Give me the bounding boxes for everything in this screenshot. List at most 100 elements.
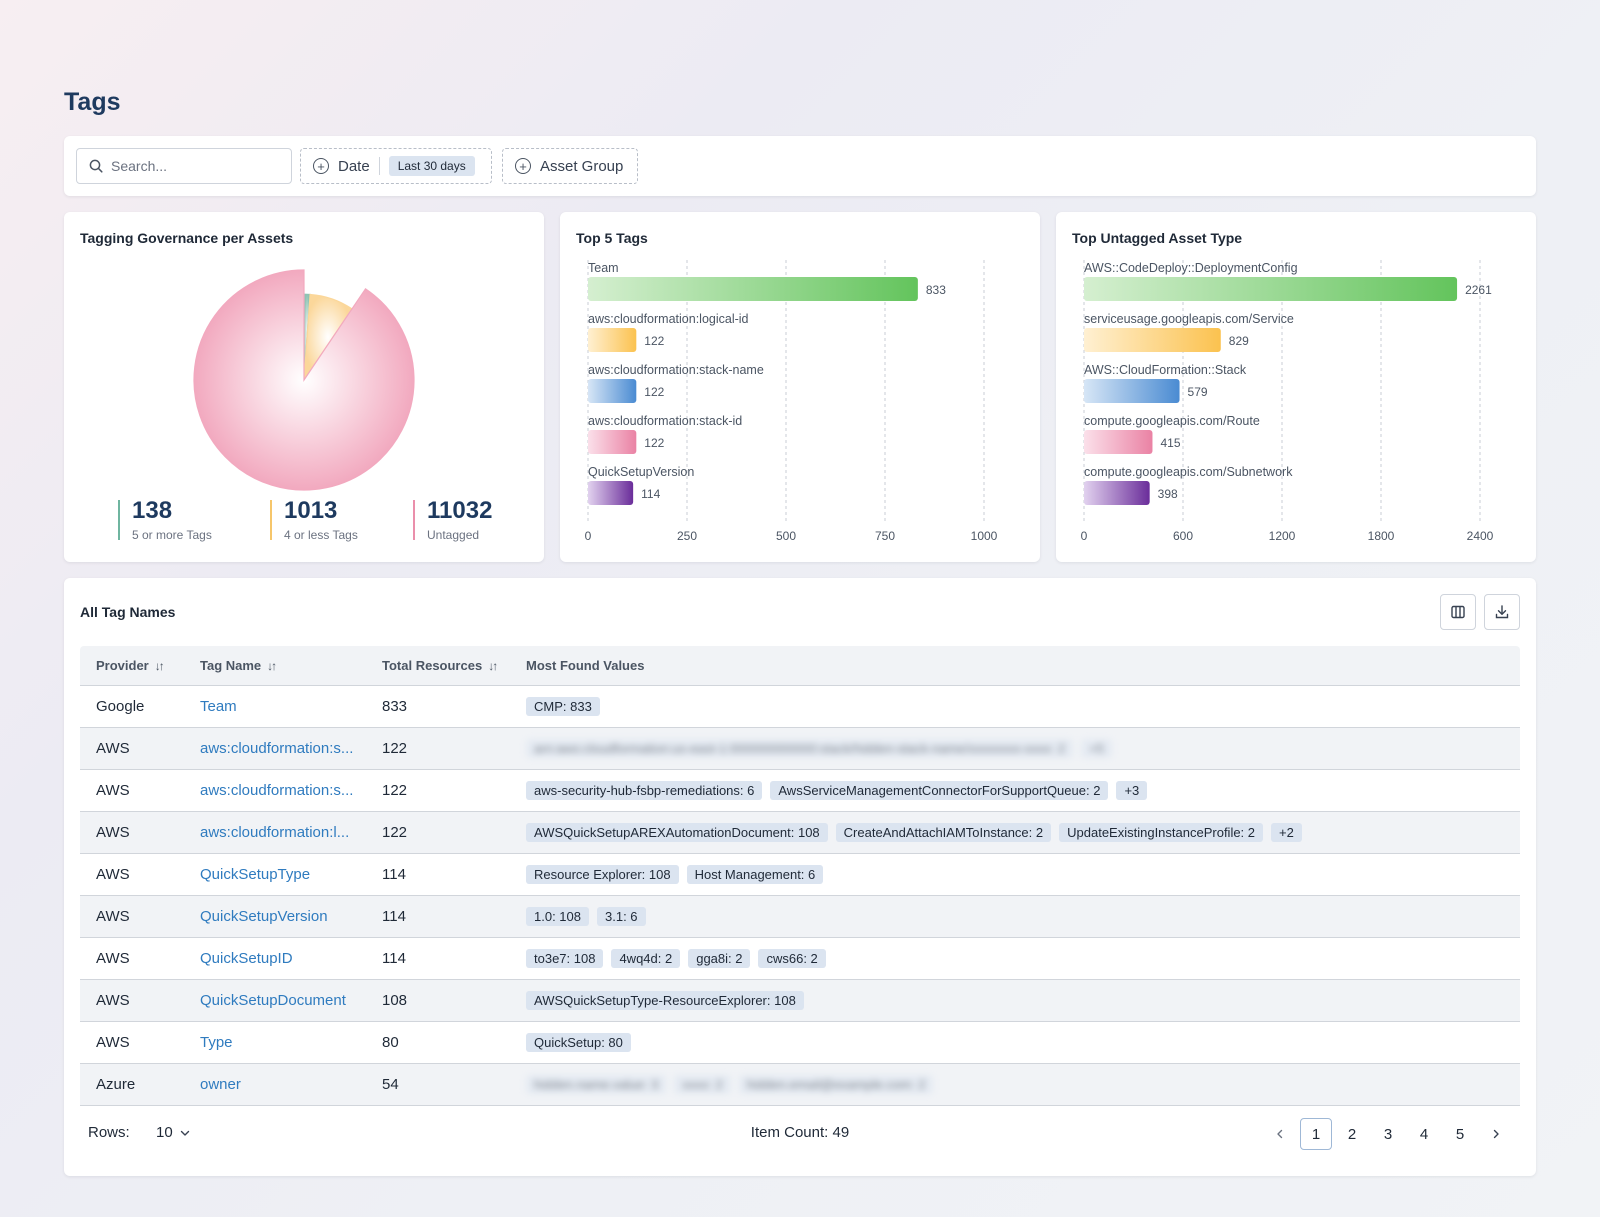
column-header-total-resources[interactable]: Total Resources ↓↑ <box>366 658 514 673</box>
page-button-4[interactable]: 4 <box>1419 1125 1429 1143</box>
x-tick-label: 1000 <box>971 529 998 543</box>
total-resources-cell: 122 <box>382 782 408 799</box>
asset-group-filter-label: Asset Group <box>540 157 624 175</box>
x-tick-label: 1200 <box>1269 529 1296 543</box>
column-header-tag-name[interactable]: Tag Name ↓↑ <box>184 658 366 673</box>
x-tick-label: 0 <box>585 529 592 543</box>
stat-value: 138 <box>132 497 173 524</box>
x-tick-label: 600 <box>1173 529 1193 543</box>
tag-name-link[interactable]: QuickSetupType <box>200 866 311 883</box>
bar[interactable] <box>588 430 637 454</box>
total-resources-cell: 108 <box>382 992 408 1009</box>
search-input[interactable] <box>111 158 291 174</box>
value-pill: xxxx: 2 <box>674 1075 731 1094</box>
next-page-button[interactable] <box>1480 1118 1512 1150</box>
tag-name-link[interactable]: QuickSetupDocument <box>200 992 346 1009</box>
top-tags-title: Top 5 Tags <box>576 230 648 246</box>
tag-names-card: All Tag Names Provider ↓↑ Tag Name ↓↑ To… <box>64 578 1536 1176</box>
top-untagged-title: Top Untagged Asset Type <box>1072 230 1243 246</box>
bar[interactable] <box>588 328 637 352</box>
provider-cell: AWS <box>96 866 130 883</box>
most-found-values-cell: aws-security-hub-fsbp-remediations: 6 Aws… <box>514 781 1520 800</box>
value-pill: aws-security-hub-fsbp-remediations: 6 <box>526 781 763 800</box>
value-pill: AWSQuickSetupType-ResourceExplorer: 108 <box>526 991 804 1010</box>
bar[interactable] <box>1084 430 1153 454</box>
page-button-5[interactable]: 5 <box>1455 1125 1465 1143</box>
total-resources-cell: 80 <box>382 1034 399 1051</box>
tag-name-link[interactable]: aws:cloudformation:s... <box>200 740 354 757</box>
tag-name-link[interactable]: Team <box>200 698 237 715</box>
bar-value-label: 122 <box>644 436 664 450</box>
previous-page-button[interactable] <box>1264 1118 1296 1150</box>
tag-name-cell: QuickSetupVersion <box>184 908 366 925</box>
column-header-provider[interactable]: Provider ↓↑ <box>80 658 184 673</box>
value-pill: gga8i: 2 <box>688 949 751 968</box>
most-found-values-cell: arn:aws:cloudformation:us-east-1:0000000… <box>514 739 1520 758</box>
tag-names-table: Provider ↓↑ Tag Name ↓↑ Total Resources … <box>80 646 1520 1106</box>
bar[interactable] <box>588 481 634 505</box>
most-found-values-cell: QuickSetup: 80 <box>514 1033 1520 1052</box>
rows-per-page-select[interactable]: 10 <box>156 1124 191 1141</box>
pagination: 1 2 3 4 5 <box>1260 1118 1512 1150</box>
total-resources-cell: 114 <box>382 950 406 967</box>
table-row: AWS aws:cloudformation:l... 122 AWSQuickSet… <box>80 812 1520 854</box>
most-found-values-cell: AWSQuickSetupAREXAutomationDocument: 108… <box>514 823 1520 842</box>
table-row: AWS QuickSetupDocument 108 AWSQuickSetupTyp… <box>80 980 1520 1022</box>
value-pill: Resource Explorer: 108 <box>526 865 679 884</box>
tag-name-link[interactable]: owner <box>200 1076 241 1093</box>
download-button[interactable] <box>1484 594 1520 630</box>
tag-name-cell: Type <box>184 1034 366 1051</box>
pie-slice-untagged[interactable] <box>193 269 415 491</box>
bar-value-label: 415 <box>1160 436 1180 450</box>
asset-group-filter-button[interactable]: + Asset Group <box>502 148 638 184</box>
table-row: Google Team 833 CMP: 833 <box>80 686 1520 728</box>
page-button-3[interactable]: 3 <box>1383 1125 1393 1143</box>
bar-value-label: 114 <box>641 487 660 501</box>
table-footer: Rows: 10 Item Count: 49 1 2 3 4 5 <box>80 1118 1520 1150</box>
bar[interactable] <box>1084 328 1221 352</box>
bar[interactable] <box>588 277 918 301</box>
most-found-values-cell: to3e7: 108 4wq4d: 2 gga8i: 2 cws66: 2 <box>514 949 1520 968</box>
bar[interactable] <box>1084 379 1180 403</box>
filter-bar: + Date Last 30 days + Asset Group <box>64 136 1536 196</box>
tag-name-link[interactable]: Type <box>200 1034 233 1051</box>
columns-icon <box>1451 605 1465 619</box>
tag-name-link[interactable]: QuickSetupVersion <box>200 908 328 925</box>
tag-name-link[interactable]: QuickSetupID <box>200 950 293 967</box>
total-resources-cell: 114 <box>382 866 406 883</box>
bar-value-label: 398 <box>1158 487 1178 501</box>
filter-divider <box>378 157 380 175</box>
column-header-label: Tag Name <box>200 658 262 673</box>
date-filter-button[interactable]: + Date Last 30 days <box>300 148 492 184</box>
tag-name-cell: aws:cloudformation:l... <box>184 824 366 841</box>
bar[interactable] <box>588 379 637 403</box>
tag-name-link[interactable]: aws:cloudformation:s... <box>200 782 354 799</box>
bar[interactable] <box>1084 277 1458 301</box>
date-filter-value: Last 30 days <box>388 156 475 176</box>
provider-cell: AWS <box>96 782 130 799</box>
tag-name-link[interactable]: aws:cloudformation:l... <box>200 824 350 841</box>
value-pill: Host Management: 6 <box>686 865 824 884</box>
value-pill: 4wq4d: 2 <box>611 949 681 968</box>
page-button-2[interactable]: 2 <box>1347 1125 1357 1143</box>
value-pill: +2 <box>1271 823 1302 842</box>
download-icon <box>1495 605 1509 619</box>
stat-5-or-more: 138 5 or more Tags <box>118 497 212 542</box>
top-untagged-bar-chart: 0 600 1200 1800 2400 AWS::CodeDeploy::Deploym… <box>1081 260 1494 543</box>
table-header: Provider ↓↑ Tag Name ↓↑ Total Resources … <box>80 646 1520 686</box>
bar-category-label: QuickSetupVersion <box>588 465 694 479</box>
bar-category-label: aws:cloudformation:stack-name <box>588 363 764 377</box>
tag-name-cell: owner <box>184 1076 366 1093</box>
stat-value: 1013 <box>284 497 338 524</box>
bar[interactable] <box>1084 481 1150 505</box>
columns-button[interactable] <box>1440 594 1476 630</box>
x-tick-label: 250 <box>677 529 697 543</box>
top-untagged-card: Top Untagged Asset Type 0 600 1200 1800 2400… <box>1056 212 1536 562</box>
table-row: AWS QuickSetupType 114 Resource Explorer: 1… <box>80 854 1520 896</box>
page-button-1[interactable]: 1 <box>1300 1118 1332 1150</box>
search-box[interactable] <box>76 148 292 184</box>
total-resources-cell: 122 <box>382 824 408 841</box>
stat-untagged: 11032 Untagged <box>413 499 492 542</box>
governance-title: Tagging Governance per Assets <box>80 230 294 246</box>
